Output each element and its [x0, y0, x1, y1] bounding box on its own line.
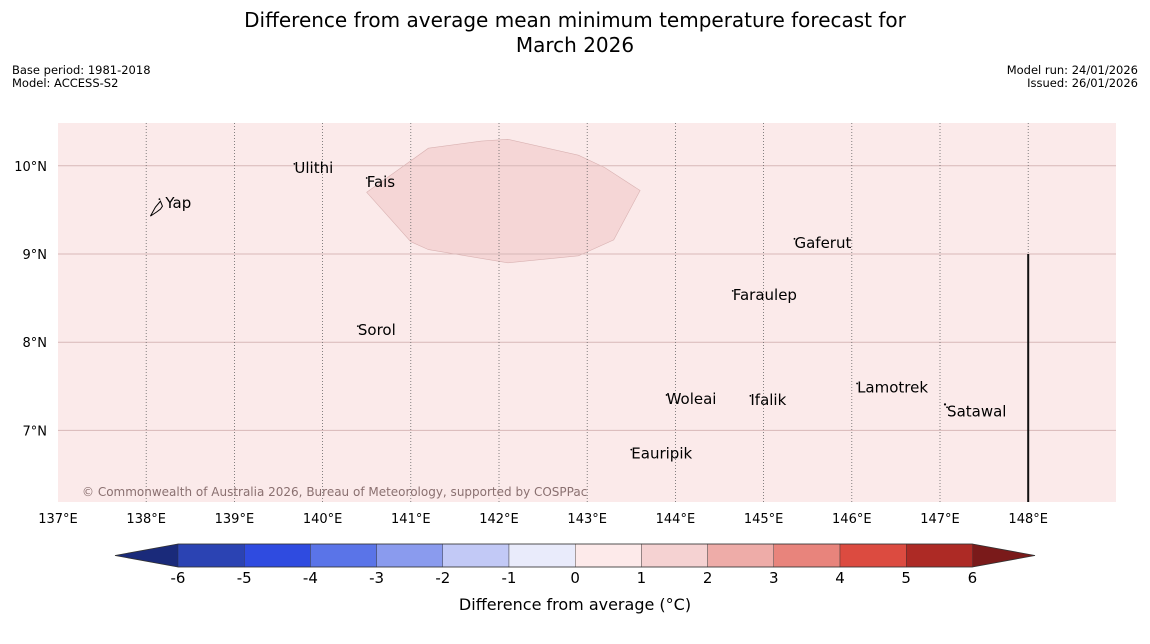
colorbar-tick-label: 2	[703, 569, 713, 587]
colorbar-tick-label: 1	[637, 569, 647, 587]
base-period: Base period: 1981-2018	[12, 63, 151, 77]
place-dot	[665, 394, 668, 396]
lon-tick-label: 145°E	[744, 512, 784, 527]
lon-tick-label: 146°E	[832, 512, 872, 527]
colorbar-bin	[376, 543, 444, 568]
anomaly-region	[366, 138, 641, 264]
colorbar-tick-label: -4	[303, 569, 318, 587]
place-label: Ulithi	[294, 159, 333, 177]
place-label: Ifalik	[750, 391, 786, 409]
colorbar-tick-label: -3	[369, 569, 384, 587]
place-dot	[630, 448, 633, 451]
place-label: Lamotrek	[857, 378, 928, 396]
title-line-2: March 2026	[515, 33, 635, 57]
place-label: Eauripik	[631, 445, 692, 463]
colorbar-tick-label: -5	[237, 569, 252, 587]
colorbar-bin	[243, 543, 311, 568]
colorbar-tick-label: 5	[901, 569, 911, 587]
place-label: Fais	[367, 173, 396, 191]
colorbar-tick-label: 6	[968, 569, 978, 587]
place-dot	[793, 237, 796, 240]
colorbar-bin	[442, 543, 510, 568]
place-dot	[749, 394, 752, 397]
place-label: Gaferut	[794, 234, 851, 252]
colorbar-tick-label: 3	[769, 569, 779, 587]
lat-tick-label: 8°N	[23, 336, 48, 351]
lat-tick-label: 10°N	[14, 160, 47, 175]
lon-tick-label: 147°E	[920, 512, 960, 527]
colorbar-under-arrow	[115, 544, 178, 567]
colorbar-bin	[177, 543, 245, 568]
place-dot	[946, 406, 948, 409]
colorbar-bin	[839, 543, 907, 568]
island-dot	[943, 403, 947, 406]
colorbar-bin	[773, 543, 841, 568]
colorbar-tick-label: -6	[171, 569, 186, 587]
colorbar-over-arrow	[972, 544, 1035, 567]
colorbar-bin	[310, 543, 377, 568]
place-dot	[365, 177, 368, 179]
place-label: Yap	[164, 194, 191, 212]
colorbar-tick-label: 0	[570, 569, 580, 587]
colorbar-bin	[906, 543, 973, 568]
lon-tick-label: 141°E	[391, 512, 431, 527]
lon-tick-label: 148°E	[1008, 512, 1048, 527]
lat-tick-label: 9°N	[23, 248, 48, 263]
place-label: Satawal	[947, 402, 1006, 420]
colorbar-tick-label: 4	[835, 569, 845, 587]
colorbar-bin	[707, 543, 774, 568]
lon-tick-label: 139°E	[215, 512, 255, 527]
colorbar-outline	[114, 543, 1036, 568]
colorbar-bin	[641, 543, 708, 568]
colorbar-tick-label: -1	[502, 569, 517, 587]
lat-tick-label: 7°N	[23, 424, 48, 439]
meta-right: Model run: 24/01/2026 Issued: 26/01/2026	[1007, 64, 1138, 90]
place-dot	[293, 162, 296, 165]
title-line-1: Difference from average mean minimum tem…	[244, 8, 906, 32]
map-title: Difference from average mean minimum tem…	[0, 8, 1150, 58]
lon-tick-label: 137°E	[38, 512, 78, 527]
colorbar-label: Difference from average (°C)	[458, 595, 692, 614]
place-dot	[158, 198, 161, 201]
place-label: Faraulep	[733, 286, 797, 304]
place-label: Woleai	[667, 390, 717, 408]
lon-tick-label: 138°E	[126, 512, 166, 527]
model-run: Model run: 24/01/2026	[1006, 63, 1138, 77]
lon-tick-label: 142°E	[479, 512, 519, 527]
copyright-text: © Commonwealth of Australia 2026, Bureau…	[82, 485, 587, 499]
place-dot	[731, 289, 734, 292]
yap-island-icon	[149, 200, 163, 217]
lon-tick-label: 140°E	[303, 512, 343, 527]
lon-tick-label: 143°E	[567, 512, 607, 527]
meta-left: Base period: 1981-2018 Model: ACCESS-S2	[12, 64, 151, 90]
colorbar-tick-label: -2	[435, 569, 450, 587]
place-dot	[356, 325, 359, 328]
issued-date: Issued: 26/01/2026	[1027, 76, 1138, 90]
colorbar-bin	[508, 543, 576, 568]
place-dot	[856, 382, 858, 385]
model-name: Model: ACCESS-S2	[12, 76, 119, 90]
lon-tick-label: 144°E	[656, 512, 696, 527]
colorbar-bin	[575, 543, 642, 568]
place-label: Sorol	[358, 321, 396, 339]
